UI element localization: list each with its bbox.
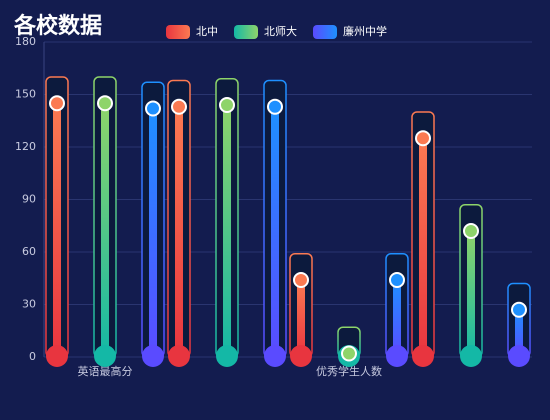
bar-bulb [168,345,190,367]
bar-point [463,223,479,239]
bar-bulb [460,345,482,367]
bar-bulb [508,345,530,367]
bar-bulb [264,345,286,367]
bar-point [219,97,235,113]
bar-bulb [216,345,238,367]
y-tick-label: 0 [29,350,36,363]
legend-swatch [313,25,337,39]
bar [467,231,475,357]
bar [271,106,279,357]
legend-label: 廉州中学 [343,24,387,38]
bar-bulb [46,345,68,367]
bar [515,309,523,357]
y-tick-label: 120 [15,140,36,153]
bar-bulb [142,345,164,367]
bar [297,280,305,357]
bar [419,138,427,357]
y-tick-label: 90 [22,193,36,206]
bar-point [293,272,309,288]
bar-point [415,130,431,147]
bar-bulb [94,345,116,367]
x-tick-label: 英语最高分 [78,364,133,378]
y-tick-label: 180 [15,35,36,48]
bar [393,280,401,357]
bar-point [389,272,405,288]
bar-bulb [386,345,408,367]
bar-point [267,98,283,115]
bar-point [341,345,357,362]
bar [223,105,231,357]
bar [53,103,61,357]
x-tick-label: 优秀学生人数 [316,364,382,378]
bar-point [171,98,187,115]
bar-point [511,301,527,318]
bar-bulb [290,345,312,367]
bar [149,108,157,357]
legend-label: 北中 [196,25,218,38]
legend-swatch [166,25,190,39]
y-tick-label: 30 [22,298,36,311]
legend-swatch [234,25,258,39]
legend-label: 北师大 [264,24,297,38]
y-tick-label: 150 [15,88,36,101]
bar-point [97,95,113,112]
chart-title: 各校数据 [13,13,102,39]
bar [101,103,109,357]
bar-point [145,100,161,117]
y-tick-label: 60 [22,245,36,258]
bar [175,106,183,357]
bar-bulb [412,345,434,367]
bar-point [49,95,65,112]
